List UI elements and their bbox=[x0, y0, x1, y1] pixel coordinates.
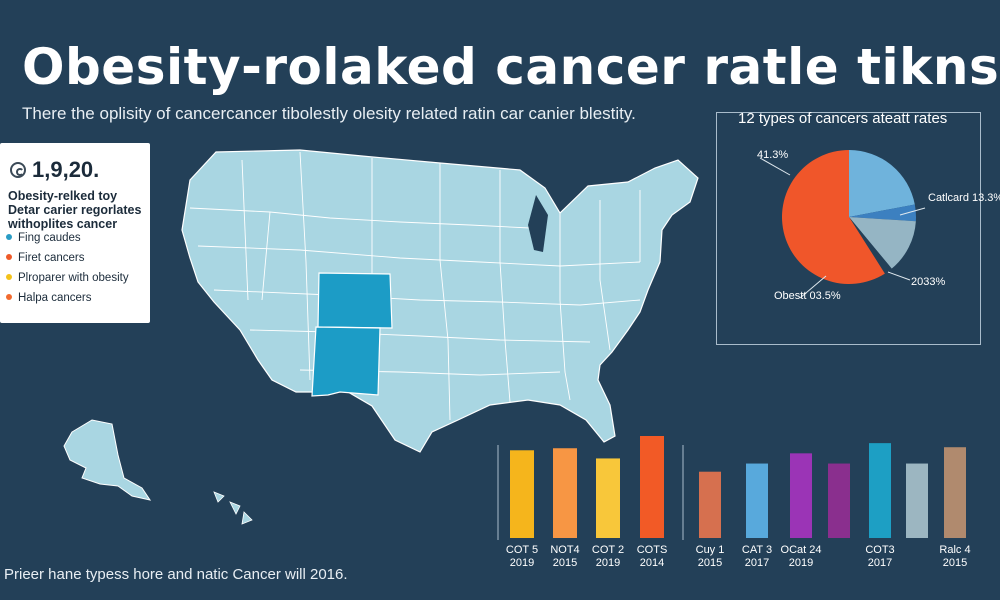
pie-leader-line bbox=[759, 157, 791, 176]
pie-slice bbox=[849, 217, 916, 269]
bar-category-label: CAT 3 2017 bbox=[741, 544, 773, 569]
bar bbox=[869, 443, 891, 538]
legend-description-line: Detar carier regorlates bbox=[8, 203, 142, 217]
legend-item: Plroparer with obesity bbox=[6, 272, 129, 284]
legend-swatch bbox=[6, 274, 12, 280]
legend-description: Obesity-relked toy Detar carier regorlat… bbox=[8, 189, 148, 231]
map-state-borders bbox=[189, 151, 641, 421]
legend-item-label: Plroparer with obesity bbox=[18, 272, 129, 284]
legend-item: Fing caudes bbox=[6, 232, 81, 244]
bar-category-label: OCat 24 2019 bbox=[780, 544, 822, 569]
bar bbox=[596, 458, 620, 538]
pie-slice bbox=[849, 204, 916, 222]
pie-leader-line bbox=[887, 271, 911, 281]
bar-category-label: Cuy 1 2015 bbox=[695, 544, 725, 569]
map-highlight-colorado bbox=[317, 272, 393, 329]
bar bbox=[906, 463, 928, 538]
bar-category-label: COTS 2014 bbox=[636, 544, 668, 569]
legend-item: Firet cancers bbox=[6, 252, 84, 264]
legend-stat: 1,9,20. bbox=[10, 157, 99, 183]
bar-category-label: COT 2 2019 bbox=[591, 544, 625, 569]
bar bbox=[699, 471, 721, 538]
pie-slice-label: 2033% bbox=[911, 276, 946, 288]
bar bbox=[790, 453, 812, 538]
legend-item-label: Firet cancers bbox=[18, 252, 85, 264]
pie-chart-title: 12 types of cancers ateatt rates bbox=[738, 110, 948, 127]
bar bbox=[640, 436, 664, 538]
bar bbox=[944, 447, 966, 538]
legend-description-line: Obesity-relked toy bbox=[8, 189, 118, 203]
map-great-lake bbox=[528, 195, 548, 252]
legend-item: Halpa cancers bbox=[6, 292, 92, 304]
bar-category-label: Ralc 4 2015 bbox=[939, 544, 971, 569]
map-contiguous-us bbox=[181, 149, 699, 453]
legend-swatch bbox=[6, 254, 12, 260]
legend-panel: 1,9,20. Obesity-relked toy Detar carier … bbox=[0, 143, 150, 323]
map-us-landmass bbox=[181, 149, 699, 453]
page-title: Obesity-rolaked cancer ratle tikns bbox=[22, 38, 1000, 96]
bar-category-label: COT 5 2019 bbox=[505, 544, 539, 569]
bar bbox=[553, 448, 577, 538]
bar-category-label: NOT4 2015 bbox=[550, 544, 580, 569]
footnote: Prieer hane typess hore and natic Cancer… bbox=[4, 566, 348, 583]
map-hawaii bbox=[213, 491, 253, 525]
bar bbox=[510, 450, 534, 538]
pie-slice bbox=[781, 149, 885, 285]
pie-leader-line bbox=[799, 275, 827, 299]
bar bbox=[828, 463, 850, 538]
bar bbox=[746, 463, 768, 538]
pie-slice bbox=[849, 217, 892, 274]
spiral-icon bbox=[10, 162, 26, 178]
page-subtitle: There the oplisity of cancercancer tibol… bbox=[22, 104, 636, 123]
legend-description-line: withoplites cancer bbox=[8, 217, 118, 231]
map-alaska bbox=[63, 419, 152, 501]
pie-leader-line bbox=[899, 207, 926, 216]
map-highlight-new-mexico bbox=[311, 326, 381, 397]
pie-slice bbox=[849, 150, 915, 217]
legend-item-label: Halpa cancers bbox=[18, 292, 92, 304]
pie-outer-label: 41.3% bbox=[757, 149, 789, 161]
legend-item-label: Fing caudes bbox=[18, 232, 81, 244]
pie-chart-panel bbox=[716, 112, 981, 345]
legend-swatch bbox=[6, 294, 12, 300]
legend-stat-value: 1,9,20. bbox=[32, 157, 100, 182]
legend-swatch bbox=[6, 234, 12, 240]
bar-category-label: COT3 2017 bbox=[865, 544, 895, 569]
